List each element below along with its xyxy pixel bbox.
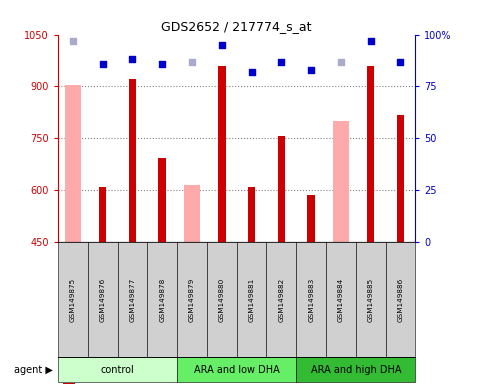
Bar	[99, 187, 106, 242]
Text: GSM149884: GSM149884	[338, 277, 344, 322]
Bar	[158, 158, 166, 242]
Text: GSM149885: GSM149885	[368, 277, 374, 322]
Text: ARA and high DHA: ARA and high DHA	[311, 364, 401, 375]
Text: GSM149880: GSM149880	[219, 277, 225, 322]
Bar	[333, 121, 349, 242]
Bar	[128, 79, 136, 242]
Point	[397, 58, 404, 65]
Bar	[278, 136, 285, 242]
Bar	[307, 195, 315, 242]
Point	[99, 61, 107, 67]
Text: GSM149877: GSM149877	[129, 277, 135, 322]
Text: control: control	[100, 364, 134, 375]
Title: GDS2652 / 217774_s_at: GDS2652 / 217774_s_at	[161, 20, 312, 33]
Point	[218, 42, 226, 48]
Point	[248, 69, 256, 75]
Bar	[218, 66, 226, 242]
Text: GSM149886: GSM149886	[398, 277, 403, 322]
Text: GSM149878: GSM149878	[159, 277, 165, 322]
Point	[128, 56, 136, 63]
Point	[278, 58, 285, 65]
Point	[367, 38, 375, 44]
Text: GSM149876: GSM149876	[99, 277, 106, 322]
Bar	[65, 85, 81, 242]
Point	[69, 38, 77, 44]
Text: GSM149879: GSM149879	[189, 277, 195, 322]
Point	[158, 61, 166, 67]
Text: GSM149882: GSM149882	[278, 277, 284, 322]
Point	[307, 67, 315, 73]
Text: GSM149881: GSM149881	[249, 277, 255, 322]
Text: agent ▶: agent ▶	[14, 364, 53, 375]
Point	[337, 58, 345, 65]
Bar	[397, 115, 404, 242]
Text: GSM149875: GSM149875	[70, 277, 76, 322]
Text: ARA and low DHA: ARA and low DHA	[194, 364, 280, 375]
Bar	[248, 187, 256, 242]
Text: GSM149883: GSM149883	[308, 277, 314, 322]
Bar	[367, 66, 374, 242]
Bar	[184, 185, 200, 242]
Point	[188, 58, 196, 65]
